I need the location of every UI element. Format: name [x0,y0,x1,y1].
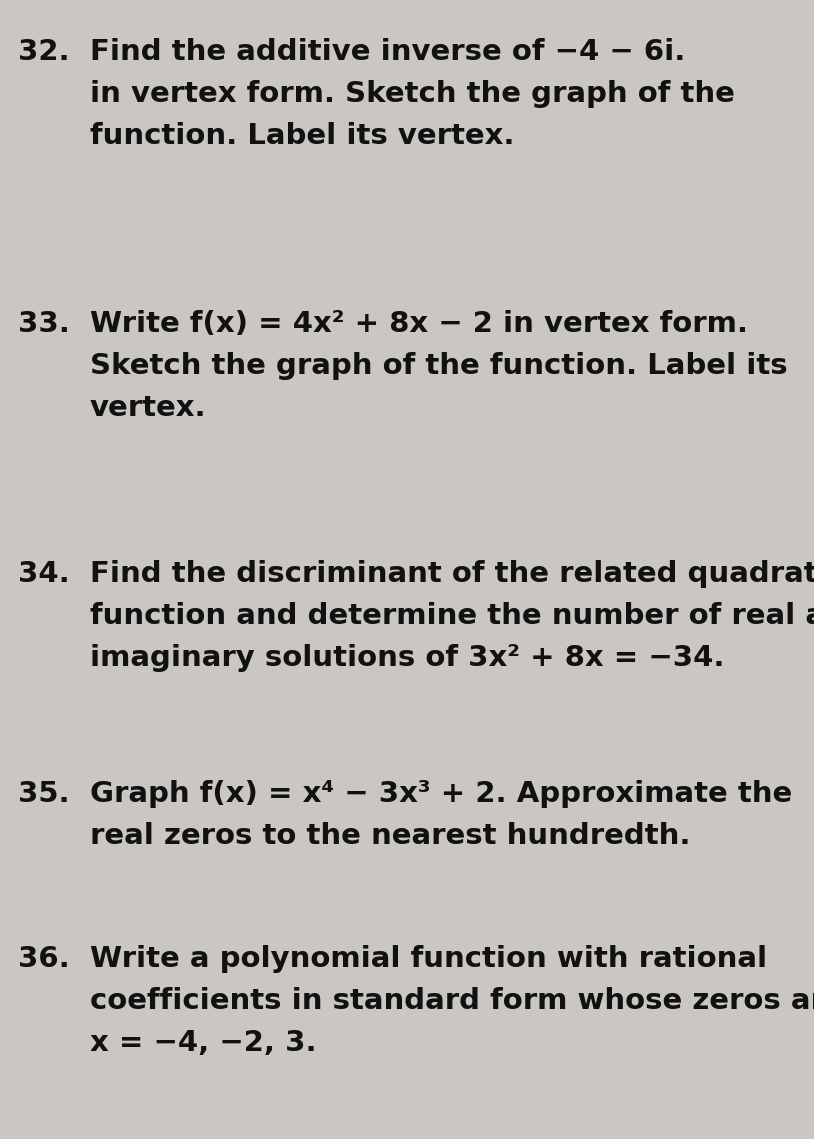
Text: Sketch the graph of the function. Label its: Sketch the graph of the function. Label … [90,352,788,380]
Text: Write a polynomial function with rational: Write a polynomial function with rationa… [90,945,767,973]
Text: Find the additive inverse of −4 − 6i.: Find the additive inverse of −4 − 6i. [90,38,685,66]
Text: coefficients in standard form whose zeros are: coefficients in standard form whose zero… [90,988,814,1015]
Text: Write f(x) = 4x² + 8x − 2 in vertex form.: Write f(x) = 4x² + 8x − 2 in vertex form… [90,310,748,338]
Text: Graph f(x) = x⁴ − 3x³ + 2. Approximate the: Graph f(x) = x⁴ − 3x³ + 2. Approximate t… [90,780,792,808]
Text: 32.: 32. [18,38,70,66]
Text: x = −4, −2, 3.: x = −4, −2, 3. [90,1029,317,1057]
Text: real zeros to the nearest hundredth.: real zeros to the nearest hundredth. [90,822,690,850]
Text: in vertex form. Sketch the graph of the: in vertex form. Sketch the graph of the [90,80,735,108]
Text: 36.: 36. [18,945,70,973]
Text: function and determine the number of real and: function and determine the number of rea… [90,603,814,630]
Text: Find the discriminant of the related quadratic: Find the discriminant of the related qua… [90,560,814,588]
Text: imaginary solutions of 3x² + 8x = −34.: imaginary solutions of 3x² + 8x = −34. [90,644,724,672]
Text: function. Label its vertex.: function. Label its vertex. [90,122,514,150]
Text: vertex.: vertex. [90,394,207,423]
Text: 34.: 34. [18,560,70,588]
Text: 35.: 35. [18,780,70,808]
Text: 33.: 33. [18,310,70,338]
